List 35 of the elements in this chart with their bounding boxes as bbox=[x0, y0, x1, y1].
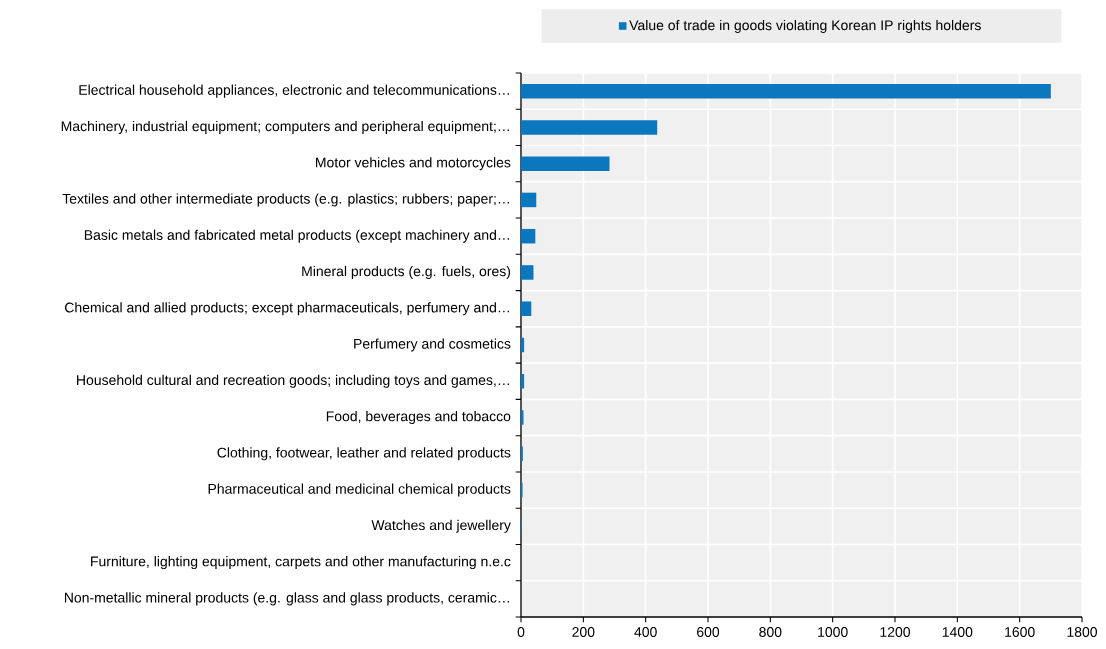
legend-label: Value of trade in goods violating Korean IP rights holders bbox=[629, 19, 981, 33]
x-tick-label: 1000 bbox=[818, 627, 848, 637]
x-tick-label: 1200 bbox=[880, 627, 911, 637]
bar bbox=[521, 337, 525, 353]
bar bbox=[521, 156, 610, 171]
bar bbox=[521, 120, 658, 135]
x-tick-label: 200 bbox=[572, 627, 595, 637]
y-tick-label: Perfumery and cosmetics bbox=[354, 338, 511, 352]
bar bbox=[521, 301, 532, 316]
bar bbox=[521, 83, 1051, 99]
y-tick-label: Basic metals and fabricated metal products (except machinery and… bbox=[84, 229, 509, 243]
x-tick-label: 400 bbox=[634, 627, 657, 637]
y-tick-label: Textiles and other intermediate products (e.g. plastics; rubbers; paper;… bbox=[62, 193, 509, 207]
x-tick-label: 1400 bbox=[942, 627, 973, 637]
y-tick-label: Machinery, industrial equipment; computers and peripheral equipment;… bbox=[61, 120, 509, 134]
bar bbox=[521, 228, 536, 244]
bar bbox=[521, 374, 525, 389]
y-tick-label: Electrical household appliances, electronic and telecommunications… bbox=[79, 84, 509, 98]
y-tick-label: Chemical and allied products; except pharmaceuticals, perfumery and… bbox=[65, 302, 509, 316]
x-tick-label: 0 bbox=[517, 627, 525, 637]
x-tick-label: 1600 bbox=[1005, 627, 1035, 637]
x-tick-label: 600 bbox=[697, 627, 720, 637]
y-tick-label: Pharmaceutical and medicinal chemical products bbox=[208, 483, 511, 497]
y-tick-label: Non-metallic mineral products (e.g. glass and glass products, ceramic… bbox=[64, 592, 509, 606]
bar bbox=[521, 192, 537, 208]
y-tick-label: Furniture, lighting equipment, carpets and other manufacturing n.e.c bbox=[91, 556, 511, 570]
y-tick-label: Food, beverages and tobacco bbox=[326, 411, 511, 425]
x-tick-label: 1800 bbox=[1067, 627, 1098, 637]
y-tick-label: Watches and jewellery bbox=[371, 519, 511, 533]
y-tick-label: Motor vehicles and motorcycles bbox=[316, 157, 511, 171]
y-tick-label: Mineral products (e.g. fuels, ores) bbox=[302, 265, 511, 279]
y-tick-label: Household cultural and recreation goods; including toys and games,… bbox=[77, 374, 509, 388]
y-tick-label: Clothing, footwear, leather and related products bbox=[217, 447, 511, 461]
bar bbox=[521, 265, 534, 280]
x-tick-label: 800 bbox=[759, 627, 782, 637]
